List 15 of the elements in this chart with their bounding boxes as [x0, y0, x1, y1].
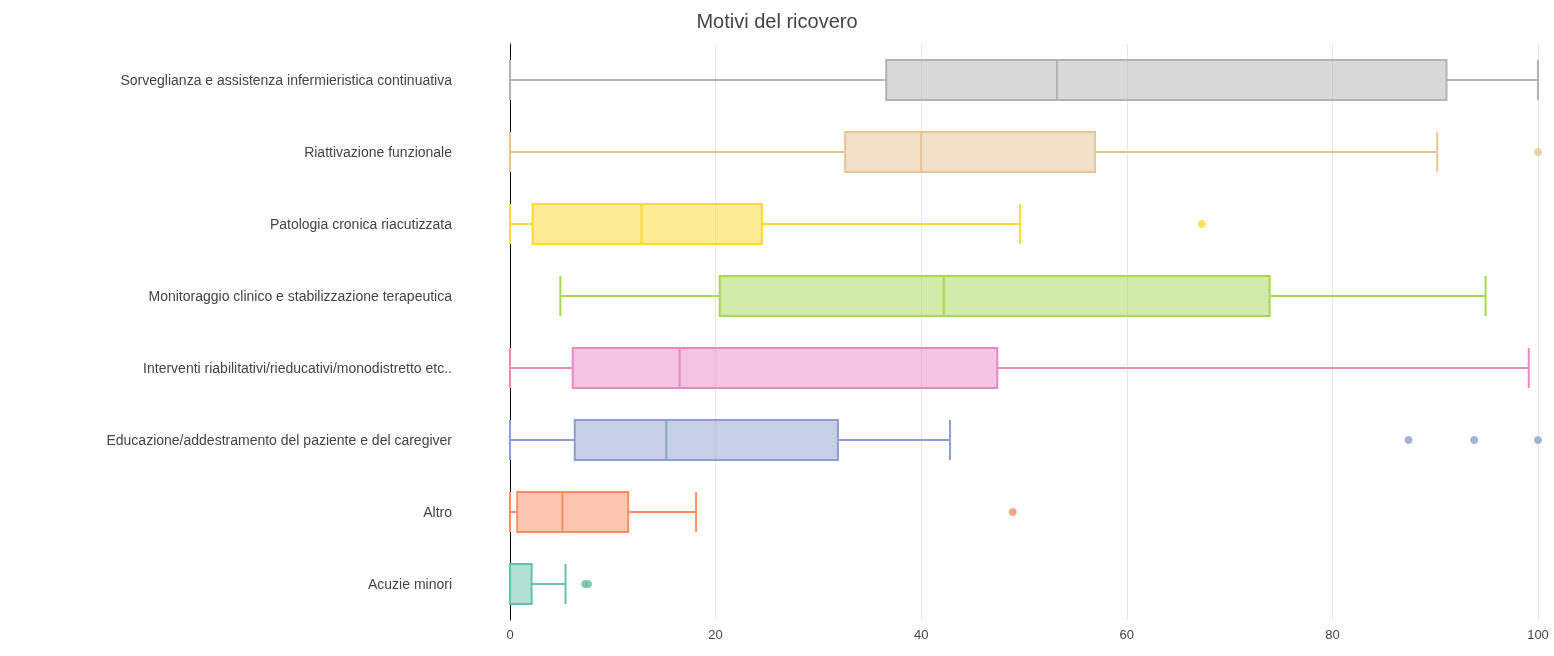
- y-tick-label: Acuzie minori: [367, 576, 452, 592]
- x-tick-label: 40: [913, 627, 929, 642]
- y-tick-label: Patologia cronica riacutizzata: [269, 216, 453, 232]
- y-tick-label: Interventi riabilitativi/rieducativi/monodistretto etc..: [143, 360, 452, 376]
- x-tick-label: 100: [1527, 627, 1549, 642]
- y-tick-label: Altro: [423, 504, 453, 520]
- x-tick-label: 80: [1325, 627, 1340, 642]
- x-tick-label: 20: [708, 627, 723, 642]
- x-tick-label: 60: [1119, 627, 1135, 642]
- y-tick-label: Monitoraggio clinico e stabilizzazione terapeutica: [148, 288, 453, 304]
- y-tick-label: Educazione/addestramento del paziente e del caregiver: [106, 432, 453, 448]
- x-tick-label: 0: [506, 627, 514, 642]
- chart-title: Motivi del ricovero: [696, 10, 858, 32]
- y-tick-label: Riattivazione funzionale: [304, 144, 453, 160]
- y-tick-label: Sorveglianza e assistenza infermieristica continuativa: [120, 72, 453, 88]
